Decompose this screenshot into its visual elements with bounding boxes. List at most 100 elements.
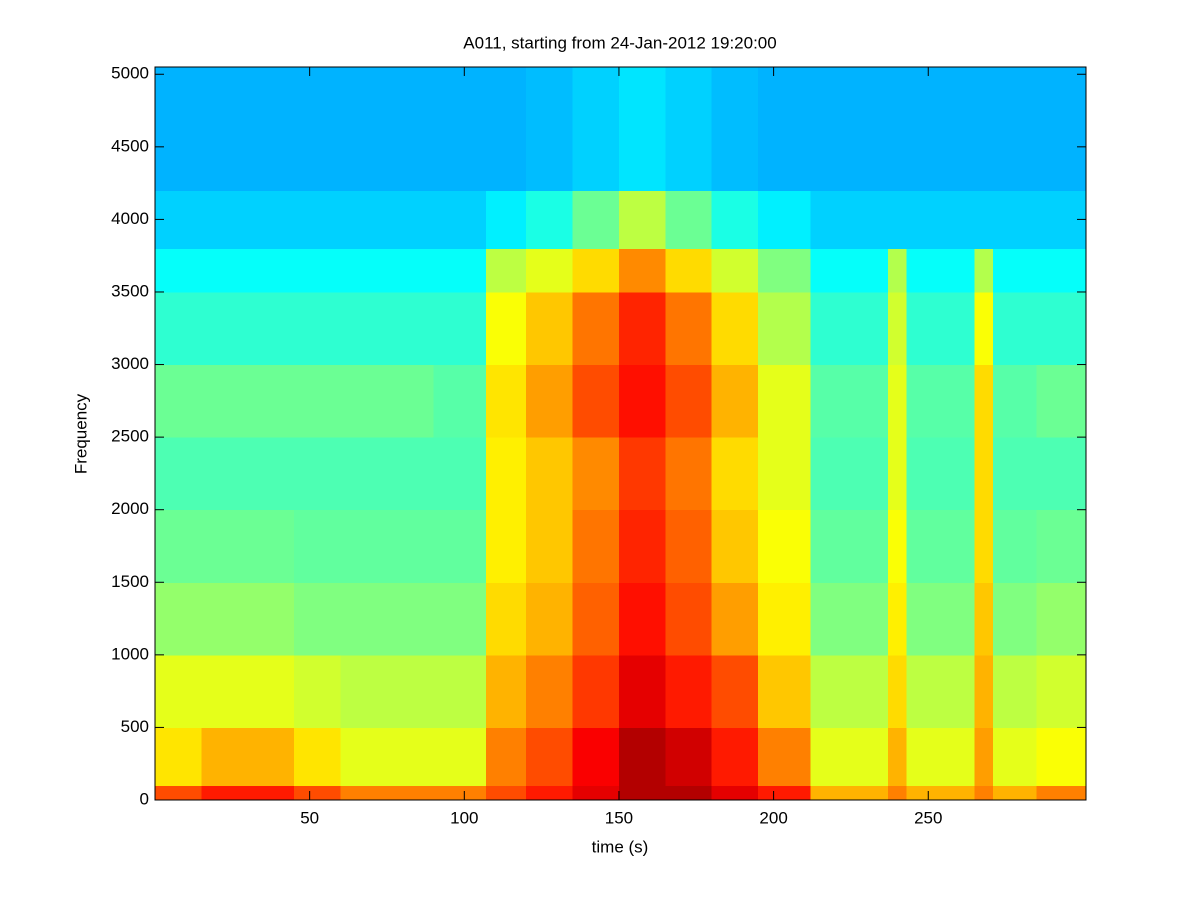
spectrogram-cell [294,190,342,249]
spectrogram-cell [618,582,666,656]
y-tick-label: 4500 [111,136,149,155]
spectrogram-cell [906,248,945,293]
spectrogram-cell [201,654,249,728]
spectrogram-cell [294,67,342,191]
spectrogram-cell [526,67,574,191]
spectrogram-cell [665,67,713,191]
spectrogram-cell [433,582,487,656]
spectrogram-cell [433,654,487,728]
spectrogram-cell [201,785,249,801]
spectrogram-cell [433,291,487,366]
spectrogram-cell [526,582,574,656]
spectrogram-cell [526,437,574,511]
spectrogram-cell [340,190,388,249]
spectrogram-cell [888,582,908,656]
spectrogram-cell [711,785,759,801]
spectrogram-cell [201,190,249,249]
spectrogram-cell [665,291,713,366]
spectrogram-cell [810,654,852,728]
spectrogram-cell [294,364,342,438]
spectrogram-cell [810,190,852,249]
spectrogram-cell [943,785,976,801]
spectrogram-cell [943,727,976,786]
spectrogram-cell [572,364,620,438]
spectrogram-cell [155,67,202,191]
spectrogram-cell [665,364,713,438]
y-tick-label: 0 [140,789,149,808]
spectrogram-cell [386,67,434,191]
spectrogram-cell [974,190,994,249]
spectrogram-cell [618,509,666,583]
spectrogram-cell [572,291,620,366]
spectrogram-cell [526,291,574,366]
spectrogram-cell [386,727,434,786]
spectrogram-cell [758,582,812,656]
spectrogram-cell [906,582,945,656]
spectrogram-cell [155,291,202,366]
spectrogram-cell [850,727,889,786]
spectrogram-cell [572,654,620,728]
spectrogram-cell [386,654,434,728]
spectrogram-cell [572,785,620,801]
spectrogram-cell [888,67,908,191]
spectrogram-cell [485,67,527,191]
spectrogram-cell [850,785,889,801]
y-tick-label: 1000 [111,644,149,663]
spectrogram-cell [888,248,908,293]
spectrogram-cell [993,582,1038,656]
spectrogram-cell [850,291,889,366]
spectrogram-cell [294,654,342,728]
spectrogram-cell [943,582,976,656]
spectrogram-cell [386,291,434,366]
spectrogram-cell [993,364,1038,438]
y-tick-label: 5000 [111,64,149,83]
spectrogram-cell [247,437,295,511]
spectrogram-cell [850,654,889,728]
spectrogram-cell [810,291,852,366]
spectrogram-cell [618,364,666,438]
spectrogram-cell [974,654,994,728]
spectrogram-cell [618,437,666,511]
spectrogram-cell [247,190,295,249]
spectrogram-cell [201,248,249,293]
spectrogram-cell [665,785,713,801]
spectrogram-cell [711,364,759,438]
spectrogram-cell [618,248,666,293]
spectrogram-cell [906,654,945,728]
spectrogram-cell [810,67,852,191]
spectrogram-cell [618,785,666,801]
spectrogram-cell [850,364,889,438]
spectrogram-cell [758,654,812,728]
spectrogram-cell [155,727,202,786]
spectrogram-cell [1036,364,1087,438]
spectrogram-cell [888,654,908,728]
spectrogram-cell [386,582,434,656]
spectrogram-cell [711,509,759,583]
spectrogram-cell [433,67,487,191]
spectrogram-cell [433,727,487,786]
spectrogram-cell [711,654,759,728]
spectrogram-cell [294,291,342,366]
spectrogram-cell [155,248,202,293]
spectrogram-cell [888,190,908,249]
spectrogram-cell [386,190,434,249]
spectrogram-cell [201,67,249,191]
spectrogram-cell [201,582,249,656]
spectrogram-cell [526,190,574,249]
spectrogram-cell [201,727,249,786]
spectrogram-cell [247,364,295,438]
spectrogram-cell [974,785,994,801]
spectrogram-cell [850,67,889,191]
spectrogram-cell [247,291,295,366]
spectrogram-cell [758,67,812,191]
spectrogram-cell [201,291,249,366]
spectrogram-cell [993,248,1038,293]
x-axis-label: time (s) [592,837,649,856]
spectrogram-cell [201,364,249,438]
spectrogram-cell [340,364,388,438]
spectrogram-cell [618,654,666,728]
spectrogram-cell [993,291,1038,366]
spectrogram-cell [850,248,889,293]
spectrogram-cell [993,67,1038,191]
